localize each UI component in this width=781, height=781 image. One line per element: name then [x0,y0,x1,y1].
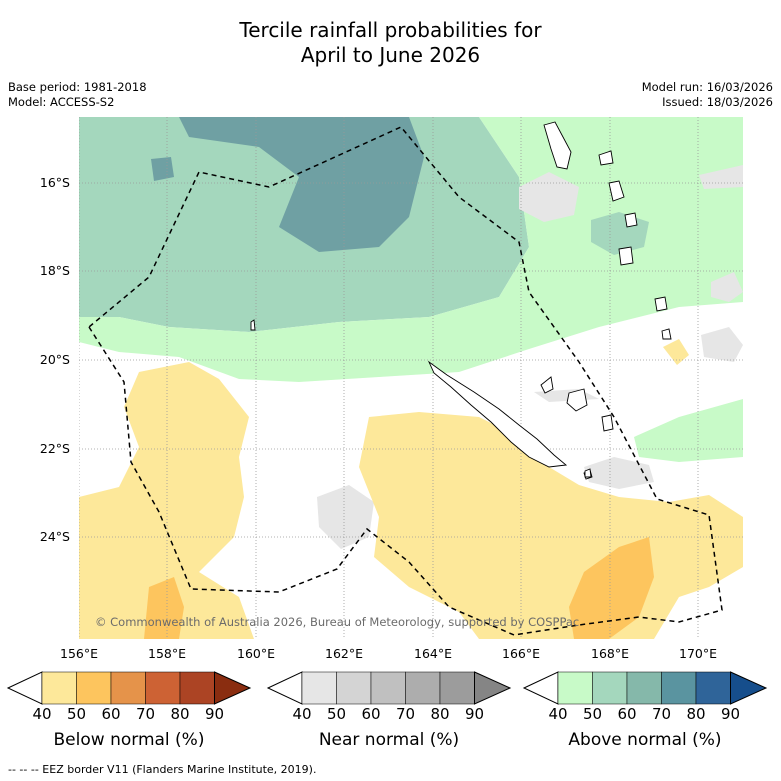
cbar-below-seg-2 [76,671,112,705]
cbar-above-seg-5 [695,671,731,705]
near-normal-blob-5 [584,457,654,489]
lon-label-162e: 162°E [324,646,364,661]
title-line-1: Tercile rainfall probabilities for [239,18,542,42]
cbar-near-seg-0 [266,671,303,705]
cbar-above-seg-1 [557,671,593,705]
lat-label-24s: 24°S [39,529,70,544]
cbar-below-tick-50: 50 [66,705,87,723]
meta-right: Model run: 16/03/2026 Issued: 18/03/2026 [642,80,773,110]
lon-label-160e: 160°E [236,646,276,661]
cbar-below-seg-3 [110,671,146,705]
cbar-below-tick-60: 60 [101,705,121,723]
eez-border [88,126,723,636]
lon-label-170e: 170°E [678,646,718,661]
cbar-below-tick-40: 40 [32,705,52,723]
cbar-near-tick-50: 50 [326,705,347,723]
colorbar-near-normal [266,671,512,705]
cbar-above-tick-50: 50 [582,705,603,723]
cbar-below-seg-6 [214,671,252,705]
cbar-near-tick-60: 60 [361,705,381,723]
cbar-above-seg-0 [522,671,559,705]
below-normal-50-60-sw [144,577,184,639]
cbar-near-seg-3 [370,671,406,705]
cbar-above-tick-80: 80 [686,705,706,723]
loyalty-island-1 [540,376,554,394]
vanuatu-island-2 [598,150,614,166]
cbar-above-seg-2 [592,671,628,705]
cbar-below-seg-5 [179,671,215,705]
loyalty-island-2 [566,388,588,412]
below-normal-ne-blob [663,339,689,365]
loyalty-island-3 [601,414,614,432]
cbar-near-tick-40: 40 [292,705,312,723]
cbar-below-seg-4 [145,671,181,705]
vanuatu-efate [624,212,638,228]
lat-label-20s: 20°S [39,352,70,367]
cbar-below-title: Below normal (%) [53,730,205,750]
colorbar-below-normal [6,671,252,705]
colorbar-above-normal [522,671,768,705]
model-name: Model: ACCESS-S2 [8,95,115,109]
cbar-above-tick-70: 70 [651,705,672,723]
cbar-near-seg-1 [301,671,337,705]
title-line-2: April to June 2026 [300,43,481,67]
cbar-near-seg-6 [474,671,512,705]
cbar-near-seg-2 [336,671,372,705]
issued-date: Issued: 18/03/2026 [662,95,773,109]
vanuatu-erromango [618,246,634,266]
cbar-above-seg-4 [661,671,697,705]
copyright-text: © Commonwealth of Australia 2026, Bureau… [95,615,579,629]
cbar-above-tick-40: 40 [548,705,568,723]
lon-label-158e: 158°E [147,646,187,661]
above-normal-se-region [634,399,743,462]
cbar-near-tick-70: 70 [395,705,416,723]
small-island-east-1 [661,328,672,340]
colorbars [6,671,768,705]
cbar-near-seg-4 [405,671,441,705]
cbar-near-title: Near normal (%) [318,730,460,750]
meta-left: Base period: 1981-2018 Model: ACCESS-S2 [8,80,147,110]
base-period: Base period: 1981-2018 [8,80,147,94]
near-normal-blob-4 [701,327,743,362]
cbar-above-title: Above normal (%) [568,730,722,750]
probability-map: © Commonwealth of Australia 2026, Bureau… [79,117,743,639]
cbar-near-tick-80: 80 [430,705,450,723]
cbar-below-tick-80: 80 [170,705,190,723]
cbar-near-tick-90: 90 [464,705,485,723]
lon-label-156e: 156°E [59,646,99,661]
cbar-above-tick-60: 60 [617,705,637,723]
lon-label-164e: 164°E [413,646,453,661]
above-normal-60-70-region [179,117,424,252]
lat-label-22s: 22°S [39,441,70,456]
vanuatu-tanna [654,296,668,312]
cbar-below-tick-90: 90 [204,705,225,723]
cbar-below-tick-70: 70 [135,705,156,723]
cbar-above-tick-90: 90 [720,705,741,723]
cbar-below-seg-1 [41,671,77,705]
gridlines [79,117,743,639]
cbar-above-seg-3 [626,671,662,705]
small-island-chesterfield [250,319,256,331]
lat-label-18s: 18°S [39,263,70,278]
eez-footer: -- -- -- EEZ border V11 (Flanders Marine… [8,763,317,776]
near-normal-blob-2 [699,165,743,189]
cbar-above-seg-6 [730,671,768,705]
near-normal-blob-6 [317,485,374,549]
below-normal-west-region [79,362,254,639]
near-normal-blob-3 [711,272,743,302]
lat-label-16s: 16°S [39,175,70,190]
vanuatu-malekula [608,180,625,202]
above-normal-60-70-spot [151,157,174,181]
new-caledonia-island [427,360,568,468]
near-normal-blob-1 [519,172,579,222]
below-normal-50-60-se [569,537,654,639]
vanuatu-espiritu-santo [543,121,572,170]
cbar-below-seg-0 [6,671,43,705]
cbar-near-seg-5 [439,671,475,705]
map-title: Tercile rainfall probabilities for April… [0,18,781,68]
model-run: Model run: 16/03/2026 [641,80,773,94]
small-island-matthew [584,468,592,478]
lon-label-166e: 166°E [501,646,541,661]
lon-label-168e: 168°E [590,646,630,661]
